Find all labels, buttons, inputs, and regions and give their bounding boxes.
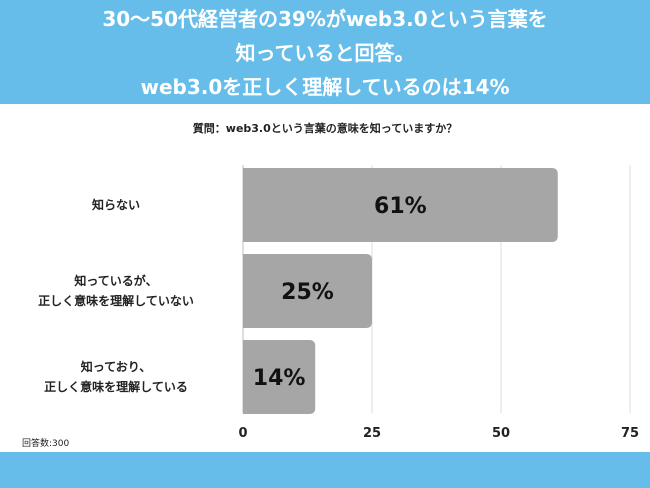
category-label-line: 正しく意味を理解している — [44, 380, 188, 394]
headline-banner: 30〜50代経営者の39%がweb3.0という言葉を 知っていると回答。 web… — [0, 0, 650, 104]
bar — [243, 340, 316, 414]
headline-line-2: 知っていると回答。 — [235, 41, 415, 65]
category-label: 知らない — [0, 195, 232, 215]
category-label: 知っており、正しく意味を理解している — [0, 357, 232, 397]
respondent-count: 回答数:300 — [22, 439, 70, 449]
category-label-line: 知っており、 — [80, 360, 152, 374]
bar-data-label: 25% — [281, 280, 334, 305]
footer-band — [0, 452, 650, 488]
category-label-line: 知らない — [91, 198, 140, 212]
bar-data-label: 61% — [374, 194, 427, 219]
x-tick-label: 50 — [492, 426, 510, 441]
bar-data-label: 14% — [253, 366, 306, 391]
chart-title: 質問：web3.0という言葉の意味を知っていますか？ — [192, 122, 458, 135]
bar — [243, 168, 558, 242]
x-tick-label: 25 — [363, 426, 381, 441]
category-label-line: 正しく意味を理解していない — [38, 294, 194, 308]
x-tick-label: 0 — [238, 426, 247, 441]
bar — [243, 254, 372, 328]
headline-line-3: web3.0を正しく理解しているのは14% — [140, 75, 510, 99]
x-tick-label: 75 — [621, 426, 639, 441]
category-label: 知っているが、正しく意味を理解していない — [0, 271, 232, 311]
headline-line-1: 30〜50代経営者の39%がweb3.0という言葉を — [102, 7, 548, 31]
category-label-line: 知っているが、 — [74, 274, 158, 288]
